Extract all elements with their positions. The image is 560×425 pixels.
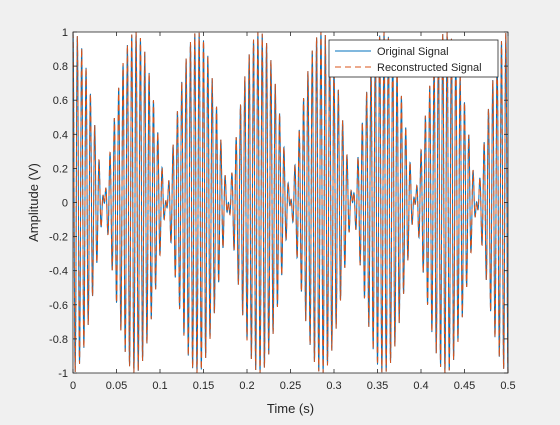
series-line-reconstructed [72, 31, 509, 374]
y-tick-label: -0.2 [49, 232, 68, 244]
x-tick-label: 0.4 [413, 380, 428, 392]
legend-label-reconstructed: Reconstructed Signal [377, 62, 482, 74]
x-tick-label: 0.35 [367, 380, 388, 392]
x-tick-label: 0.15 [193, 380, 214, 392]
y-tick-label: -0.4 [49, 266, 68, 278]
x-axis-label: Time (s) [267, 401, 314, 416]
legend-box [328, 39, 499, 78]
y-tick-label: 0.4 [53, 129, 68, 141]
x-tick-label: 0.25 [280, 380, 301, 392]
x-tick-label: 0.1 [152, 380, 167, 392]
series-layer [72, 31, 509, 374]
x-tick-label: 0.45 [454, 380, 475, 392]
legend-label-original: Original Signal [377, 46, 449, 58]
y-tick-label: -0.6 [49, 300, 68, 312]
x-tick-label: 0.05 [106, 380, 127, 392]
y-tick-label: -0.8 [49, 334, 68, 346]
y-tick-label: 1 [62, 27, 68, 39]
x-tick-label: 0.3 [326, 380, 341, 392]
y-tick-label: 0.2 [53, 163, 68, 175]
ticks-layer: 0 0.05 0.1 0.15 0.2 0.25 0.3 0.35 0.4 0.45 0.5 -1 -0… [49, 27, 516, 392]
x-tick-label: 0 [70, 380, 76, 392]
y-tick-label: 0.8 [53, 61, 68, 73]
y-tick-label: -1 [58, 368, 68, 380]
x-tick-label: 0.5 [500, 380, 515, 392]
y-tick-label: 0 [62, 198, 68, 210]
legend[interactable]: Original Signal Reconstructed Signal [328, 39, 499, 78]
x-tick-label: 0.2 [239, 380, 254, 392]
y-axis-label: Amplitude (V) [26, 163, 41, 242]
y-tick-label: 0.6 [53, 95, 68, 107]
